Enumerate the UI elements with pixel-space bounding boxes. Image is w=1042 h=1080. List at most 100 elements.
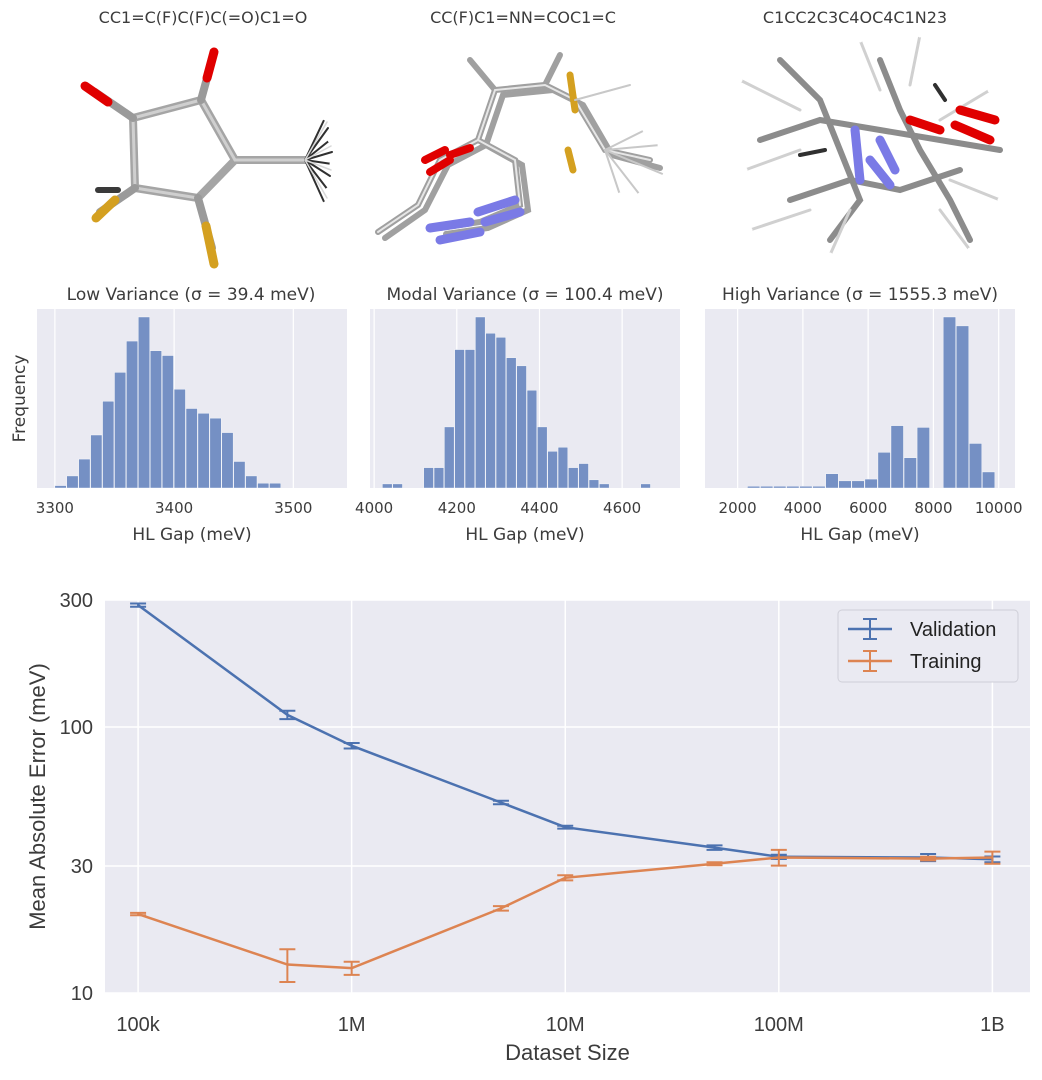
legend: Validation Training	[837, 609, 1019, 683]
x-tick-label: 1M	[338, 1014, 366, 1036]
histogram-bar	[640, 483, 651, 489]
histogram-bar	[838, 480, 852, 489]
histogram-bar	[969, 443, 982, 489]
histogram-bar	[102, 401, 115, 489]
error-bar	[492, 905, 509, 912]
molecule-3-render	[737, 32, 1003, 258]
histogram-bar	[433, 467, 445, 489]
histogram-modal-variance: 4000 4200 4400 4600 Modal Variance (σ = 100.…	[355, 285, 680, 545]
histogram-bar	[245, 475, 258, 489]
histogram-bar	[825, 473, 839, 489]
histogram-bar	[185, 408, 198, 489]
x-tick-label: 2000	[719, 499, 757, 517]
histogram-bar	[877, 452, 891, 489]
histogram-bar	[526, 390, 537, 489]
y-axis-label: Mean Absolute Error (meV)	[25, 663, 50, 930]
x-tick-label: 1B	[980, 1014, 1004, 1036]
x-axis-label: HL Gap (meV)	[132, 525, 251, 545]
histogram-bar	[599, 483, 610, 489]
histogram-bar	[221, 432, 234, 489]
histogram-bar	[516, 365, 527, 489]
error-bar	[706, 844, 723, 851]
x-tick-label: 100M	[754, 1014, 804, 1036]
histogram-bar	[557, 447, 568, 489]
x-tick-label: 4200	[438, 499, 476, 517]
histogram-high-variance: 2000 4000 6000 8000 10000 High Variance (σ = …	[705, 285, 1023, 545]
histogram-bar	[382, 483, 393, 489]
histogram-bar	[773, 486, 787, 489]
histogram-bar	[173, 389, 186, 489]
histogram-bar	[485, 333, 496, 489]
error-bar	[920, 855, 937, 862]
histogram-bar	[209, 417, 222, 489]
histogram-bar	[506, 357, 517, 489]
histogram-bar	[150, 350, 162, 489]
histogram-low-variance: 3300 3400 3500 Low Variance (σ = 39.4 meV) H…	[10, 285, 347, 545]
x-tick-label: 10M	[546, 1014, 585, 1036]
histogram-title: High Variance (σ = 1555.3 meV)	[722, 285, 998, 305]
histogram-bar	[864, 478, 878, 489]
histogram-bar	[90, 434, 103, 489]
histogram-bar	[423, 467, 434, 489]
molecule-2-render	[375, 52, 668, 245]
error-bar	[557, 874, 574, 882]
x-tick-label: 4000	[355, 499, 393, 517]
histogram-bar	[916, 427, 930, 489]
error-bar	[984, 850, 1001, 865]
histogram-bar	[233, 461, 246, 489]
x-tick-label: 100k	[116, 1014, 160, 1036]
histogram-bar	[454, 349, 465, 489]
histogram-bar	[537, 426, 548, 489]
histogram-bar	[114, 372, 127, 489]
histogram-bar	[943, 316, 956, 489]
x-tick-label: 4400	[520, 499, 558, 517]
error-bar	[557, 824, 574, 830]
histogram-bar	[138, 316, 150, 489]
histogram-bar	[588, 479, 599, 489]
histogram-bar	[464, 349, 476, 489]
error-bar	[706, 861, 723, 867]
histogram-bar	[799, 486, 813, 489]
error-bar	[279, 948, 296, 983]
histogram-bar	[578, 463, 589, 489]
histogram-bar	[444, 426, 455, 489]
legend-label: Training	[910, 651, 982, 673]
histogram-bar	[392, 483, 403, 489]
histogram-bar	[161, 355, 174, 489]
molecule-2-smiles: CC(F)C1=NN=COC1=C	[430, 8, 616, 27]
error-bar	[279, 709, 296, 721]
histogram-bar	[760, 486, 774, 489]
histogram-bar	[547, 451, 558, 489]
y-axis-label: Frequency	[10, 355, 30, 443]
histogram-bar	[956, 325, 969, 489]
y-tick-label: 30	[71, 856, 93, 878]
histogram-bar	[495, 337, 507, 489]
molecule-1-smiles: CC1=C(F)C(F)C(=O)C1=O	[99, 8, 308, 27]
histogram-bar	[747, 486, 761, 489]
x-tick-label: 3300	[36, 499, 74, 517]
histogram-bar	[568, 467, 579, 489]
x-tick-label: 8000	[914, 499, 952, 517]
histogram-bar	[982, 471, 996, 489]
x-tick-label: 6000	[849, 499, 887, 517]
histogram-bar	[851, 480, 865, 489]
x-tick-label: 4600	[603, 499, 641, 517]
histogram-bar	[66, 475, 79, 489]
x-axis-label: HL Gap (meV)	[465, 525, 584, 545]
histogram-title: Low Variance (σ = 39.4 meV)	[67, 285, 316, 305]
histogram-bar	[903, 457, 917, 489]
histogram-title: Modal Variance (σ = 100.4 meV)	[386, 285, 663, 305]
x-tick-label: 3400	[155, 499, 193, 517]
histogram-bar	[890, 425, 904, 489]
error-bar	[770, 848, 787, 867]
x-tick-label: 4000	[784, 499, 822, 517]
molecule-1-render	[80, 47, 335, 269]
error-bar	[492, 799, 509, 806]
error-bar	[130, 911, 147, 917]
error-bar	[343, 742, 360, 750]
x-tick-label: 10000	[975, 499, 1023, 517]
error-bar	[343, 960, 360, 976]
legend-label: Validation	[910, 619, 996, 641]
molecule-3-smiles: C1CC2C3C4OC4C1N23	[763, 8, 947, 27]
